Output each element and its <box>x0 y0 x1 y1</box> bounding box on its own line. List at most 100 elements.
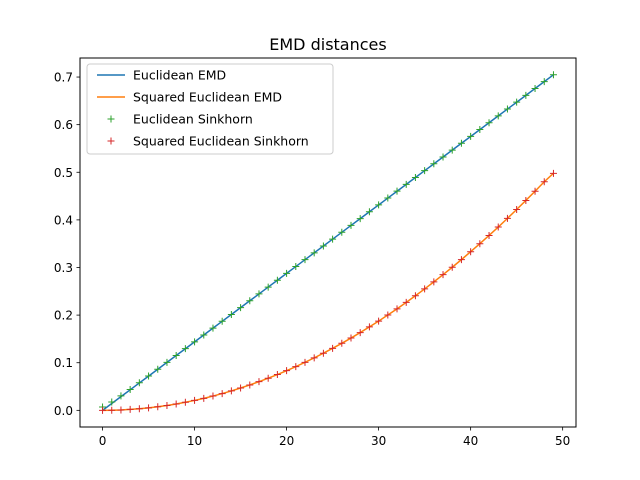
data-point-plus <box>329 344 337 352</box>
data-point-plus <box>522 91 530 99</box>
axes-frame <box>79 57 577 428</box>
data-point-plus <box>264 374 272 382</box>
series-euclidean-sinkhorn <box>99 71 557 411</box>
data-point-plus <box>513 98 521 106</box>
y-tick-label: 0.3 <box>54 261 73 275</box>
data-point-plus <box>310 354 318 362</box>
data-point-plus <box>503 214 511 222</box>
data-point-plus <box>476 240 484 248</box>
data-point-plus <box>356 215 364 223</box>
legend-marker-swatch <box>107 137 115 145</box>
data-point-plus <box>126 385 134 393</box>
data-point-plus <box>494 112 502 120</box>
data-point-plus <box>163 358 171 366</box>
data-point-plus <box>347 221 355 229</box>
data-point-plus <box>549 71 557 79</box>
data-point-plus <box>237 304 245 312</box>
data-point-plus <box>411 292 419 300</box>
legend-item: Euclidean Sinkhorn <box>107 112 253 127</box>
legend-box <box>86 63 334 155</box>
data-point-plus <box>200 394 208 402</box>
data-point-plus <box>273 276 281 284</box>
series-line <box>102 74 554 411</box>
data-point-plus <box>457 256 465 264</box>
data-point-plus <box>135 405 143 413</box>
legend-item: Euclidean EMD <box>97 68 226 83</box>
data-point-plus <box>209 392 217 400</box>
x-tick-label: 10 <box>187 434 202 448</box>
data-point-plus <box>319 242 327 250</box>
y-tick-label: 0.1 <box>54 356 73 370</box>
data-point-plus <box>485 119 493 127</box>
series-layer <box>99 71 557 414</box>
data-point-plus <box>503 105 511 113</box>
data-point-plus <box>218 317 226 325</box>
data-point-plus <box>402 180 410 188</box>
data-point-plus <box>108 398 116 406</box>
data-point-plus <box>227 387 235 395</box>
data-point-plus <box>227 310 235 318</box>
data-point-plus <box>283 269 291 277</box>
data-point-plus <box>126 405 134 413</box>
data-point-plus <box>375 201 383 209</box>
chart-title: EMD distances <box>269 35 386 54</box>
x-tick-label: 0 <box>99 434 107 448</box>
x-axis: 0 10 20 30 40 50 <box>99 427 570 448</box>
data-point-plus <box>531 187 539 195</box>
data-point-plus <box>154 365 162 373</box>
data-point-plus <box>393 305 401 313</box>
data-point-plus <box>191 396 199 404</box>
data-point-plus <box>99 406 107 414</box>
data-point-plus <box>145 372 153 380</box>
data-point-plus <box>485 231 493 239</box>
data-point-plus <box>522 196 530 204</box>
data-point-plus <box>356 329 364 337</box>
data-point-plus <box>467 132 475 140</box>
data-point-plus <box>421 285 429 293</box>
legend-item: Squared Euclidean Sinkhorn <box>107 134 309 149</box>
data-point-plus <box>411 174 419 182</box>
legend-label: Euclidean EMD <box>133 68 226 83</box>
data-point-plus <box>301 256 309 264</box>
x-tick-label: 40 <box>463 434 478 448</box>
data-point-plus <box>255 290 263 298</box>
data-point-plus <box>264 283 272 291</box>
x-tick-label: 20 <box>279 434 294 448</box>
legend-item: Squared Euclidean EMD <box>97 90 282 105</box>
data-point-plus <box>448 263 456 271</box>
data-point-plus <box>273 371 281 379</box>
data-point-plus <box>365 323 373 331</box>
data-point-plus <box>163 401 171 409</box>
data-point-plus <box>246 297 254 305</box>
y-tick-label: 0.7 <box>54 71 73 85</box>
data-point-plus <box>540 178 548 186</box>
data-point-plus <box>255 378 263 386</box>
data-point-plus <box>430 278 438 286</box>
data-point-plus <box>200 331 208 339</box>
data-point-plus <box>191 338 199 346</box>
data-point-plus <box>549 169 557 177</box>
data-point-plus <box>135 379 143 387</box>
data-point-plus <box>172 352 180 360</box>
data-point-plus <box>448 146 456 154</box>
data-point-plus <box>347 334 355 342</box>
series-euclidean-emd <box>102 74 554 411</box>
data-point-plus <box>439 271 447 279</box>
y-tick-label: 0.4 <box>54 213 73 227</box>
y-tick-label: 0.0 <box>54 404 73 418</box>
y-tick-label: 0.5 <box>54 166 73 180</box>
data-point-plus <box>421 167 429 175</box>
data-point-plus <box>237 384 245 392</box>
legend-label: Squared Euclidean Sinkhorn <box>133 134 309 149</box>
data-point-plus <box>246 381 254 389</box>
data-point-plus <box>292 363 300 371</box>
data-point-plus <box>338 228 346 236</box>
data-point-plus <box>181 398 189 406</box>
data-point-plus <box>301 358 309 366</box>
series-squared-euclidean-sinkhorn <box>99 169 557 414</box>
legend-marker-swatch <box>107 115 115 123</box>
data-point-plus <box>540 78 548 86</box>
data-point-plus <box>145 404 153 412</box>
